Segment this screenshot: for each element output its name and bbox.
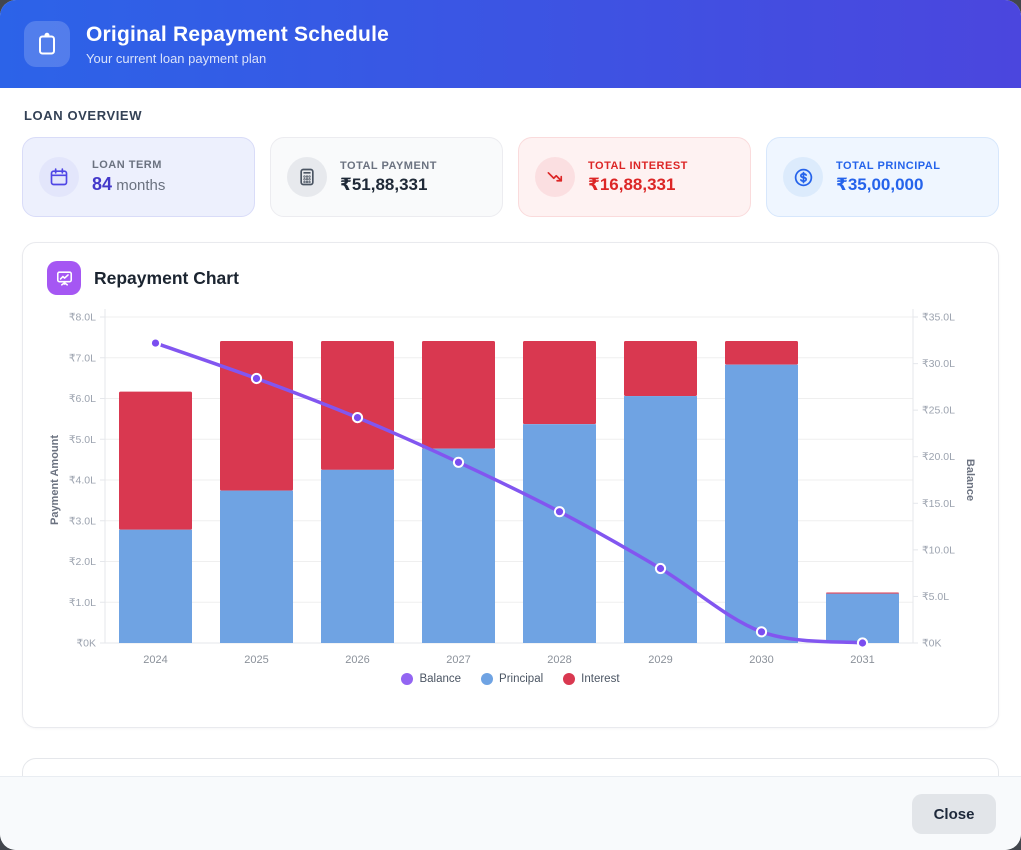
svg-text:₹0K: ₹0K xyxy=(76,638,96,650)
legend-dot-balance xyxy=(401,673,414,685)
svg-text:₹15.0L: ₹15.0L xyxy=(922,498,955,510)
balance-point-2026 xyxy=(351,411,364,424)
legend-dot-principal xyxy=(481,673,494,685)
modal-footer: Close xyxy=(0,776,1021,850)
dollar-circle-icon xyxy=(783,157,823,197)
principal-bar-2030 xyxy=(725,364,798,643)
calendar-icon xyxy=(39,157,79,197)
svg-text:Payment Amount: Payment Amount xyxy=(49,435,61,525)
total-principal-card: TOTAL PRINCIPAL ₹35,00,000 xyxy=(766,137,999,217)
svg-text:2026: 2026 xyxy=(345,654,369,666)
loan-term-card: LOAN TERM 84 months xyxy=(22,137,255,217)
svg-text:₹0K: ₹0K xyxy=(922,638,942,650)
presentation-chart-icon xyxy=(47,261,81,295)
svg-text:₹8.0L: ₹8.0L xyxy=(69,312,96,324)
total-payment-value: ₹51,88,331 xyxy=(340,174,428,194)
principal-bar-2025 xyxy=(220,490,293,643)
total-principal-value: ₹35,00,000 xyxy=(836,174,924,194)
legend-item-principal[interactable]: Principal xyxy=(481,673,543,685)
balance-point-2029 xyxy=(654,562,667,575)
svg-text:₹5.0L: ₹5.0L xyxy=(69,434,96,446)
svg-text:₹20.0L: ₹20.0L xyxy=(922,451,955,463)
principal-bar-2031 xyxy=(826,593,899,643)
loan-term-unit: months xyxy=(112,177,166,194)
total-principal-label: TOTAL PRINCIPAL xyxy=(836,159,941,172)
svg-text:₹6.0L: ₹6.0L xyxy=(69,393,96,405)
svg-text:₹1.0L: ₹1.0L xyxy=(69,597,96,609)
balance-point-2031 xyxy=(856,637,869,649)
svg-text:2027: 2027 xyxy=(446,654,470,666)
svg-text:₹7.0L: ₹7.0L xyxy=(69,352,96,364)
svg-text:2031: 2031 xyxy=(850,654,874,666)
modal-subtitle: Your current loan payment plan xyxy=(86,50,267,66)
svg-text:₹10.0L: ₹10.0L xyxy=(922,544,955,556)
balance-point-2028 xyxy=(553,506,566,518)
chart-legend: Balance Principal Interest xyxy=(23,673,998,685)
balance-point-2027 xyxy=(452,456,465,468)
loan-term-label: LOAN TERM xyxy=(92,159,162,171)
svg-text:₹35.0L: ₹35.0L xyxy=(922,312,955,324)
interest-bar-2027 xyxy=(422,341,495,449)
interest-bar-2029 xyxy=(624,341,697,397)
total-interest-label: TOTAL INTEREST xyxy=(588,159,688,172)
svg-text:₹25.0L: ₹25.0L xyxy=(922,405,955,417)
svg-text:2030: 2030 xyxy=(749,654,773,666)
interest-bar-2030 xyxy=(725,341,798,365)
interest-bar-2026 xyxy=(321,341,394,470)
svg-text:2029: 2029 xyxy=(648,654,672,666)
repayment-chart-card: Repayment Chart ₹0K ₹1.0L ₹2.0L ₹3.0L ₹4.0L ₹… xyxy=(22,242,999,728)
clipboard-icon xyxy=(35,32,59,56)
chart-title: Repayment Chart xyxy=(94,267,239,288)
header-icon-box xyxy=(24,21,70,67)
legend-item-balance[interactable]: Balance xyxy=(401,673,461,685)
svg-text:Balance: Balance xyxy=(964,459,976,501)
loan-term-number: 84 xyxy=(92,174,113,194)
interest-bar-2028 xyxy=(523,341,596,425)
principal-bar-2026 xyxy=(321,469,394,643)
modal-header: Original Repayment Schedule Your current… xyxy=(0,0,1021,88)
balance-point-2025 xyxy=(250,372,263,385)
total-interest-value: ₹16,88,331 xyxy=(588,174,676,194)
legend-item-interest[interactable]: Interest xyxy=(563,673,620,685)
principal-bar-2029 xyxy=(624,396,697,643)
interest-bar-2025 xyxy=(220,341,293,491)
legend-dot-interest xyxy=(563,673,576,685)
balance-point-2030 xyxy=(755,626,768,638)
loan-overview-heading: LOAN OVERVIEW xyxy=(24,108,143,123)
repayment-chart: ₹0K ₹1.0L ₹2.0L ₹3.0L ₹4.0L ₹5.0L ₹6.0L ₹7.0L ₹8… xyxy=(49,309,976,666)
svg-text:2028: 2028 xyxy=(547,654,571,666)
loan-term-value: 84 months xyxy=(92,174,165,195)
svg-text:2024: 2024 xyxy=(143,654,167,666)
svg-text:₹3.0L: ₹3.0L xyxy=(69,515,96,527)
close-button[interactable]: Close xyxy=(912,794,996,834)
principal-bar-2028 xyxy=(523,424,596,643)
trend-down-icon xyxy=(535,157,575,197)
interest-bar-2024 xyxy=(119,391,192,530)
principal-bar-2027 xyxy=(422,448,495,643)
balance-point-2024 xyxy=(149,337,162,349)
total-interest-card: TOTAL INTEREST ₹16,88,331 xyxy=(518,137,751,217)
svg-text:2025: 2025 xyxy=(244,654,268,666)
svg-text:₹5.0L: ₹5.0L xyxy=(922,591,949,603)
calculator-icon xyxy=(287,157,327,197)
svg-text:₹30.0L: ₹30.0L xyxy=(922,358,955,370)
svg-text:₹4.0L: ₹4.0L xyxy=(69,475,96,487)
legend-label: Balance xyxy=(419,673,462,685)
total-payment-card: TOTAL PAYMENT ₹51,88,331 xyxy=(270,137,503,217)
total-payment-label: TOTAL PAYMENT xyxy=(340,159,437,172)
interest-bar-2031 xyxy=(826,592,899,594)
principal-bar-2024 xyxy=(119,529,192,643)
svg-text:₹2.0L: ₹2.0L xyxy=(69,556,96,568)
balance-line xyxy=(153,341,865,645)
loan-overview-cards: LOAN TERM 84 months TOTAL PAYMENT xyxy=(22,137,999,217)
legend-label: Interest xyxy=(581,673,620,685)
modal-title: Original Repayment Schedule xyxy=(86,22,389,46)
legend-label: Principal xyxy=(499,673,544,685)
